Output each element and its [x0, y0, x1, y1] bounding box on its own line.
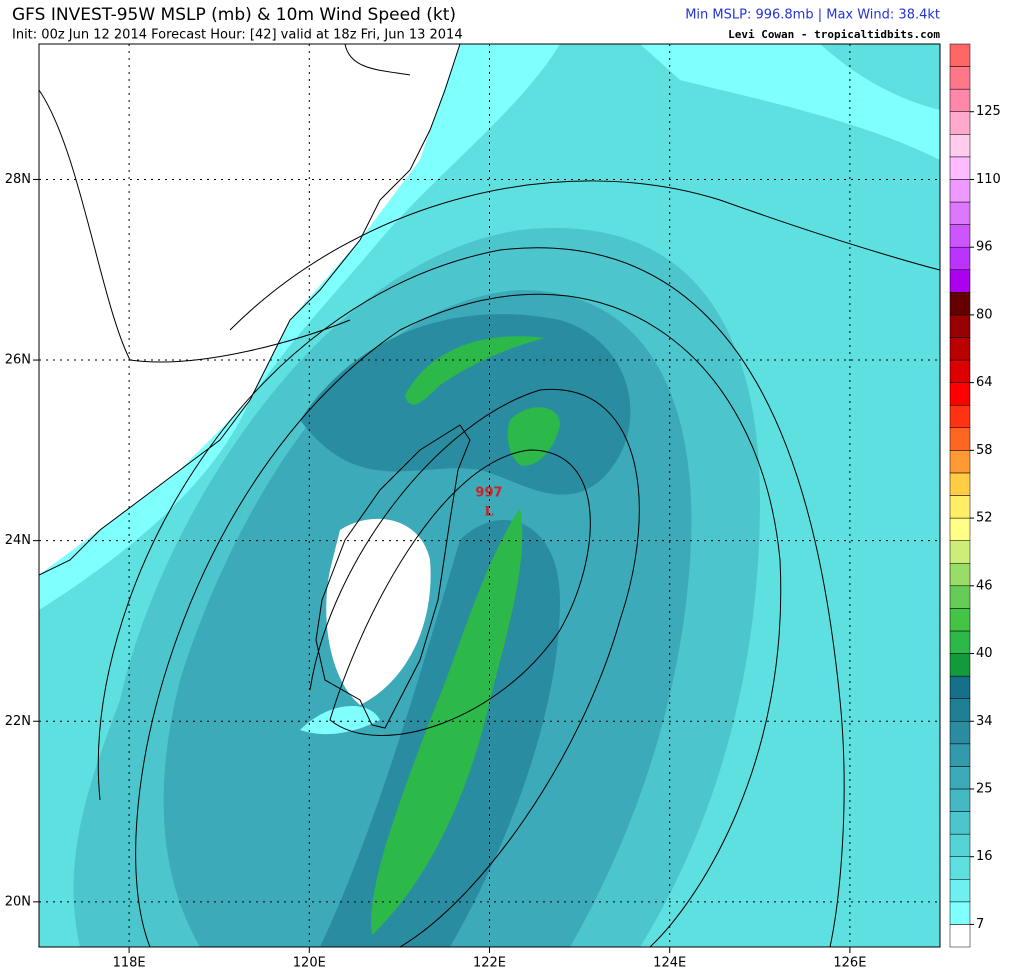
colorbar-swatch: [949, 66, 971, 90]
colorbar-swatch: [949, 924, 971, 948]
title: GFS INVEST-95W MSLP (mb) & 10m Wind Spee…: [12, 5, 456, 25]
lon-label: 120E: [293, 956, 326, 971]
colorbar-swatch: [949, 495, 971, 519]
colorbar-swatch: [949, 156, 971, 180]
colorbar-swatch: [949, 675, 971, 699]
colorbar-swatch: [949, 111, 971, 135]
colorbar-swatch: [949, 721, 971, 745]
colorbar-swatch: [949, 224, 971, 248]
lat-label: 24N: [5, 533, 31, 548]
colorbar-swatch: [949, 833, 971, 857]
colorbar-swatch: [949, 901, 971, 925]
colorbar-swatch: [949, 382, 971, 406]
colorbar-swatch: [949, 269, 971, 293]
colorbar-swatch: [949, 472, 971, 496]
colorbar-label: 80: [976, 307, 993, 322]
colorbar-swatch: [949, 630, 971, 654]
colorbar-label: 40: [976, 646, 993, 661]
colorbar-swatch: [949, 585, 971, 609]
colorbar-label: 25: [976, 781, 993, 796]
colorbar-swatch: [949, 404, 971, 429]
colorbar-swatch: [949, 427, 971, 451]
lat-label: 26N: [5, 353, 31, 368]
colorbar-swatch: [949, 608, 971, 632]
colorbar-swatch: [949, 788, 971, 812]
colorbar-swatch: [949, 179, 971, 203]
colorbar-label: 52: [976, 511, 993, 526]
colorbar-swatch: [949, 88, 971, 112]
colorbar-swatch: [949, 201, 971, 225]
lon-label: 118E: [113, 956, 146, 971]
colorbar-swatch: [949, 359, 971, 383]
lon-label: 126E: [833, 956, 866, 971]
lon-label: 124E: [653, 956, 686, 971]
colorbar-swatch: [949, 653, 971, 677]
subtitle: Init: 00z Jun 12 2014 Forecast Hour: [42…: [12, 28, 463, 43]
colorbar-swatch: [949, 856, 971, 880]
colorbar-label: 46: [976, 578, 993, 593]
colorbar-swatch: [949, 743, 971, 767]
colorbar-label: 58: [976, 443, 993, 458]
colorbar-label: 96: [976, 240, 993, 255]
colorbar-label: 16: [976, 849, 993, 864]
colorbar-swatch: [949, 450, 971, 474]
colorbar-swatch: [949, 517, 971, 541]
colorbar-swatch: [949, 292, 971, 316]
colorbar-swatch: [949, 562, 971, 587]
colorbar-swatch: [949, 698, 971, 722]
credit: Levi Cowan - tropicaltidbits.com: [728, 28, 940, 41]
colorbar-label: 110: [976, 172, 1001, 187]
stats: Min MSLP: 996.8mb | Max Wind: 38.4kt: [685, 8, 940, 23]
lat-label: 28N: [5, 172, 31, 187]
colorbar-swatch: [949, 43, 971, 67]
colorbar-label: 34: [976, 714, 993, 729]
colorbar-label: 7: [976, 917, 984, 932]
colorbar-swatch: [949, 540, 971, 564]
colorbar-swatch: [949, 134, 971, 158]
colorbar-label: 125: [976, 104, 1001, 119]
colorbar-swatch: [949, 314, 971, 338]
lat-label: 20N: [5, 894, 31, 909]
colorbar-label: 64: [976, 375, 993, 390]
colorbar-swatch: [949, 766, 971, 790]
lon-label: 122E: [473, 956, 506, 971]
colorbar-swatch: [949, 879, 971, 903]
low-symbol: L: [484, 505, 493, 520]
colorbar-swatch: [949, 811, 971, 835]
colorbar-swatch: [949, 246, 971, 271]
colorbar-swatch: [949, 337, 971, 361]
lat-label: 22N: [5, 714, 31, 729]
